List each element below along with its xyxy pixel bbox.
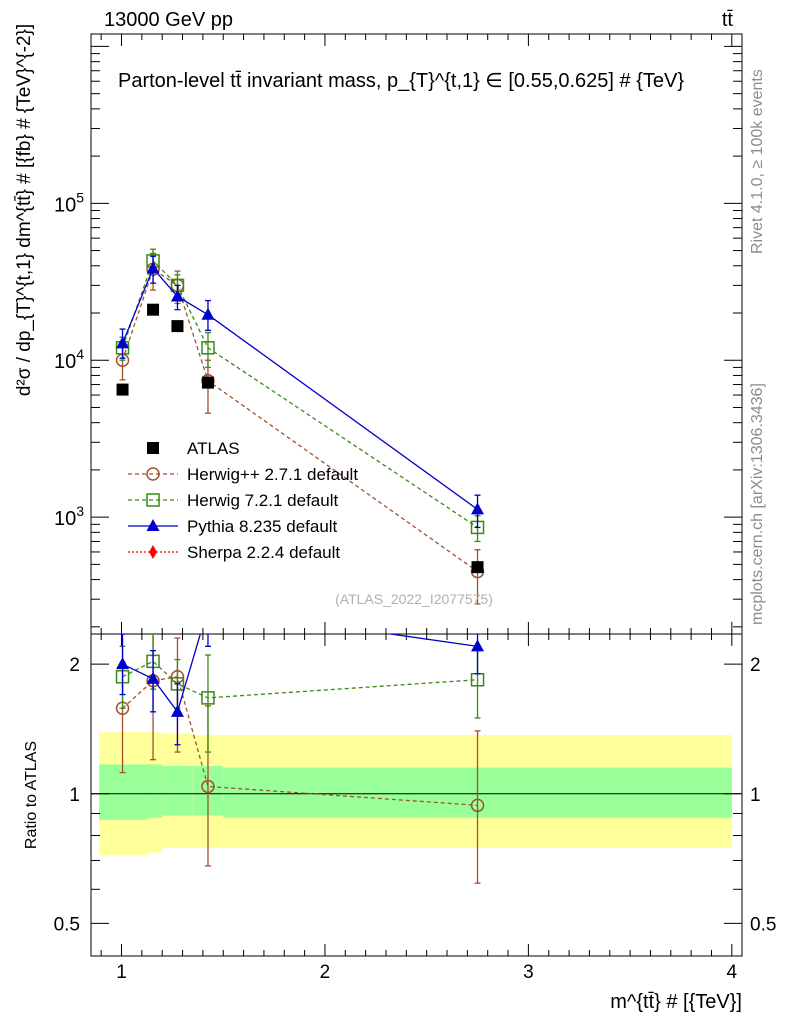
ratio-series-layer [115, 601, 485, 884]
ratio-plot-frame [90, 633, 743, 957]
chart-title: Parton-level tt̄ invariant mass, p_{T}^{… [118, 70, 684, 92]
side-mcplots-label: mcplots.cern.ch [arXiv:1306.3436] [749, 383, 766, 625]
x-tick-label: 3 [523, 962, 534, 983]
pythia-8-235-ratio-point [116, 657, 130, 670]
ratio-axis-ticks: 0.5 0.5 1 1 2 2 [54, 655, 777, 935]
legend-label-sherpa-2-2-4: Sherpa 2.2.4 default [187, 543, 340, 562]
legend-label-pythia-8-235: Pythia 8.235 default [187, 517, 338, 536]
x-axis-label: m^{tt̄} # [{TeV}] [610, 991, 742, 1013]
ratio-tick-label: 2 [69, 655, 80, 676]
y-tick-label: 103 [54, 503, 84, 530]
side-rivet-label: Rivet 4.1.0, ≥ 100k events [749, 69, 766, 254]
y-tick-label: 104 [54, 346, 84, 373]
legend-marker-sherpa-2-2-4 [149, 545, 157, 559]
pythia-8-235-ratio-point [471, 639, 485, 652]
y-axis-label: d²σ / dp_{T}^{t,1} dm^{tt̄} # [{fb} # {T… [14, 24, 35, 396]
legend: ATLAS Herwig++ 2.7.1 default Herwig 7.2.1 … [128, 439, 358, 562]
herwig-7-2-1-point [201, 341, 215, 355]
legend-marker-herwig- [146, 467, 160, 481]
legend-label-herwig-7-2-1: Herwig 7.2.1 default [187, 491, 338, 510]
ratio-tick-label: 1 [69, 785, 80, 806]
x-axis-ticks: 1 2 3 4 [100, 34, 738, 983]
uncertainty-bands [91, 732, 742, 856]
atlas-point [471, 561, 484, 574]
legend-marker-atlas [147, 442, 159, 454]
main-series-layer [115, 248, 485, 605]
herwig-7-2-1-ratio-point [201, 691, 215, 705]
inner-band-2 [162, 766, 193, 816]
pythia-8-235-point [471, 502, 485, 515]
x-tick-label: 2 [320, 962, 331, 983]
ratio-y-axis-label: Ratio to ATLAS [23, 741, 40, 849]
y-axis-ticks: 103 104 105 [54, 45, 742, 628]
ratio-tick-label-right: 0.5 [750, 914, 776, 935]
legend-label-atlas: ATLAS [187, 439, 240, 458]
header-energy-label: 13000 GeV pp [104, 9, 233, 31]
pythia-8-235-ratio-point [146, 671, 160, 684]
pythia-8-235-point [201, 307, 215, 320]
legend-marker-herwig-7-2-1 [146, 493, 160, 507]
header-process-label: tt̄ [722, 9, 734, 31]
herwig--ratio-point [201, 779, 215, 794]
herwig--ratio-point [470, 798, 485, 813]
ratio-tick-label: 0.5 [54, 914, 80, 935]
inner-band-0 [99, 764, 148, 820]
atlas-point [116, 383, 129, 396]
pythia-8-235-point [146, 261, 160, 274]
ratio-tick-label-right: 2 [750, 655, 761, 676]
pythia-8-235-point [116, 336, 130, 349]
legend-marker-pythia-8-235 [146, 519, 160, 531]
pythia-8-235-point [170, 289, 184, 302]
atlas-point [171, 320, 184, 333]
herwig-7-2-1-ratio-line [122, 660, 478, 699]
ratio-tick-label-right: 1 [750, 785, 761, 806]
atlas-point [147, 303, 160, 316]
x-tick-label: 1 [116, 962, 127, 983]
legend-label-herwig-: Herwig++ 2.7.1 default [187, 465, 358, 484]
pythia-8-235-ratio-point [201, 601, 214, 613]
reference-label: (ATLAS_2022_I2077575) [335, 591, 493, 607]
y-tick-label: 105 [54, 189, 84, 216]
pythia-8-235-ratio-point [170, 704, 184, 717]
x-tick-label: 4 [727, 962, 738, 983]
atlas-point [201, 376, 214, 389]
inner-band-1 [147, 764, 163, 818]
herwig--line [121, 268, 478, 573]
